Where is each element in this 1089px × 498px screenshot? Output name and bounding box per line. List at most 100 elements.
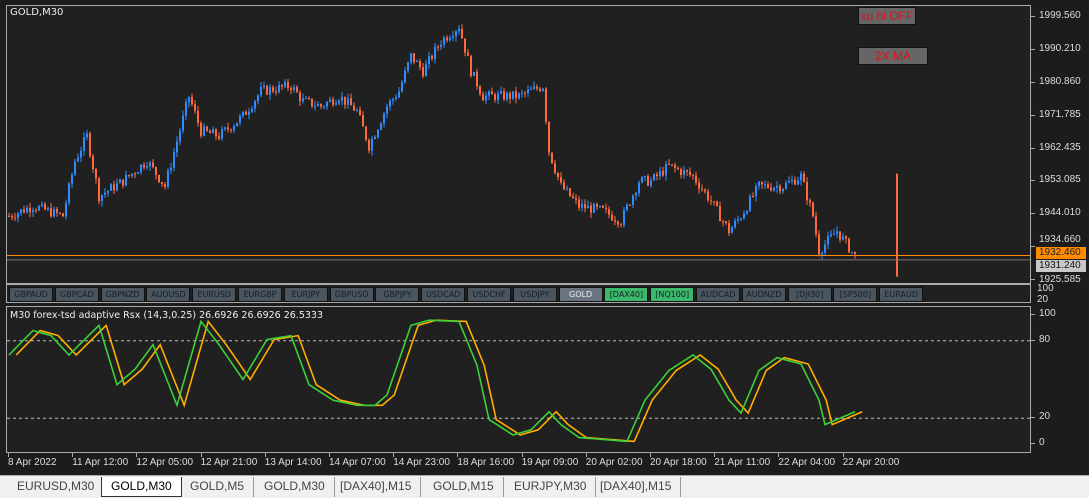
candle-body	[53, 208, 55, 217]
symbol-button-usdcad[interactable]: USDCAD	[421, 287, 466, 302]
symbol-button-gbpaud[interactable]: GBPAUD	[9, 287, 53, 302]
time-label: 8 Apr 2022	[8, 457, 57, 468]
candle-body	[323, 106, 325, 108]
time-tick	[842, 453, 844, 457]
candle-body	[815, 216, 817, 235]
symbol-button-eurjpy[interactable]: EURJPY	[283, 287, 328, 302]
candle-body	[608, 208, 610, 215]
candle-body	[665, 164, 667, 176]
candle-body	[842, 236, 844, 240]
symbol-button-audnzd[interactable]: AUDNZD	[741, 287, 786, 302]
candle-body	[725, 221, 727, 224]
candle-body	[38, 206, 40, 211]
candle-body	[614, 220, 616, 222]
price-axis[interactable]: 1999.560 1990.210 1980.860 1971.785 1962.435…	[1031, 5, 1089, 285]
candle-body	[389, 100, 391, 107]
candle-body	[425, 63, 427, 77]
rsx-indicator-panel[interactable]	[6, 306, 1031, 453]
axis-tick	[1031, 48, 1035, 50]
axis-label: 20	[1037, 294, 1049, 305]
candle-body	[401, 82, 403, 92]
price-label: 1990.210	[1039, 42, 1081, 54]
symbol-button-usdjpy[interactable]: USDJPY	[512, 287, 557, 302]
time-label: 11 Apr 12:00	[72, 457, 129, 468]
candle-body	[248, 111, 250, 115]
candle-body	[563, 182, 565, 190]
candle-body	[557, 172, 559, 178]
candle-body	[269, 87, 271, 95]
candle-body	[158, 174, 160, 183]
candle-body	[245, 111, 247, 115]
symbol-button-audcad[interactable]: AUDCAD	[696, 287, 740, 302]
symbol-button-eurusd[interactable]: EURUSD	[192, 287, 237, 302]
candle-body	[524, 92, 526, 94]
indicator-label: M30 forex-tsd adaptive Rsx (14,3,0.25) 2…	[10, 310, 324, 321]
candle-body	[752, 196, 754, 198]
candle-body	[35, 210, 37, 212]
time-label: 14 Apr 23:00	[393, 457, 450, 468]
candle-body	[302, 98, 304, 102]
candle-body	[593, 203, 595, 213]
candle-body	[266, 85, 268, 95]
chart-tab[interactable]: GOLD,M15	[424, 477, 504, 497]
symbol-button-gbpjpy[interactable]: GBPJPY	[375, 287, 420, 302]
axis-tick	[1031, 147, 1035, 149]
candle-body	[134, 173, 136, 175]
time-tick	[329, 453, 330, 457]
time-label: 18 Apr 16:00	[457, 457, 515, 468]
symbol-button-eurgbp[interactable]: EURGBP	[238, 287, 282, 302]
symbol-button-gbpusd[interactable]: GBPUSD	[329, 287, 374, 302]
chart-tab[interactable]: [DAX40],M15	[591, 477, 682, 497]
candle-body	[602, 205, 604, 208]
candles-svg	[7, 24, 1030, 277]
axis-tick	[1031, 16, 1035, 17]
candle-body	[98, 178, 100, 202]
candle-body	[26, 207, 28, 213]
candle-body	[164, 183, 166, 187]
candle-body	[488, 91, 490, 96]
time-label: 13 Apr 14:00	[264, 457, 322, 468]
candle-body	[326, 102, 328, 107]
symbol-button-gold[interactable]: GOLD	[558, 287, 603, 302]
axis-tick	[1031, 443, 1035, 444]
candle-body	[494, 94, 496, 101]
candle-body	[236, 122, 238, 127]
chart-tab[interactable]: EURUSD,M30	[8, 477, 105, 497]
symbol-button-dax40[interactable]: [DAX40]	[604, 287, 649, 302]
symbol-button-sp500[interactable]: [SP500]	[833, 287, 878, 302]
time-label: 22 Apr 20:00	[842, 457, 900, 468]
ma-button[interactable]: 2X MA	[858, 47, 928, 65]
candle-body	[770, 187, 772, 191]
candle-body	[104, 192, 106, 195]
candle-body	[581, 203, 583, 208]
chart-tab[interactable]: [DAX40],M15	[331, 477, 422, 497]
candle-body	[812, 202, 814, 217]
symbol-button-gbpnzd[interactable]: GBPNZD	[100, 287, 145, 302]
time-axis: 8 Apr 2022 11 Apr 12:00 12 Apr 05:00 12 Apr…	[0, 453, 1031, 469]
candle-body	[698, 182, 700, 189]
time-label: 19 Apr 09:00	[521, 457, 579, 468]
symbol-button-nq100[interactable]: [NQ100]	[650, 287, 695, 302]
symbol-button-dji30[interactable]: [DJI30]	[787, 287, 832, 302]
hl-toggle-button[interactable]: xu hl OFF	[858, 7, 916, 25]
candle-body	[746, 211, 748, 214]
symbol-button-audusd[interactable]: AUDUSD	[146, 287, 191, 302]
chart-tab[interactable]: GOLD,M30	[101, 477, 182, 497]
candle-body	[203, 126, 205, 136]
candle-body	[224, 127, 226, 130]
symbol-button-usdchf[interactable]: USDCHF	[467, 287, 511, 302]
candle-body	[110, 184, 112, 191]
candle-body	[146, 166, 148, 168]
chart-tab[interactable]: GOLD,M5	[181, 477, 255, 497]
candle-body	[500, 91, 502, 94]
candle-body	[170, 167, 172, 171]
indicator-axis-label: 100	[1039, 308, 1056, 319]
symbol-button-bar: GBPAUD GBPCAD GBPNZD AUDUSD EURUSD EURGBP EURJ…	[6, 284, 1031, 303]
chart-tab[interactable]: GOLD,M30	[255, 477, 335, 497]
chart-tab[interactable]: EURJPY,M30	[505, 477, 597, 497]
candle-body	[551, 152, 553, 164]
symbol-button-gbpcad[interactable]: GBPCAD	[54, 287, 99, 302]
symbol-button-euraud[interactable]: EURAUD	[879, 287, 924, 302]
candle-body	[623, 210, 625, 225]
candle-body	[536, 86, 538, 89]
